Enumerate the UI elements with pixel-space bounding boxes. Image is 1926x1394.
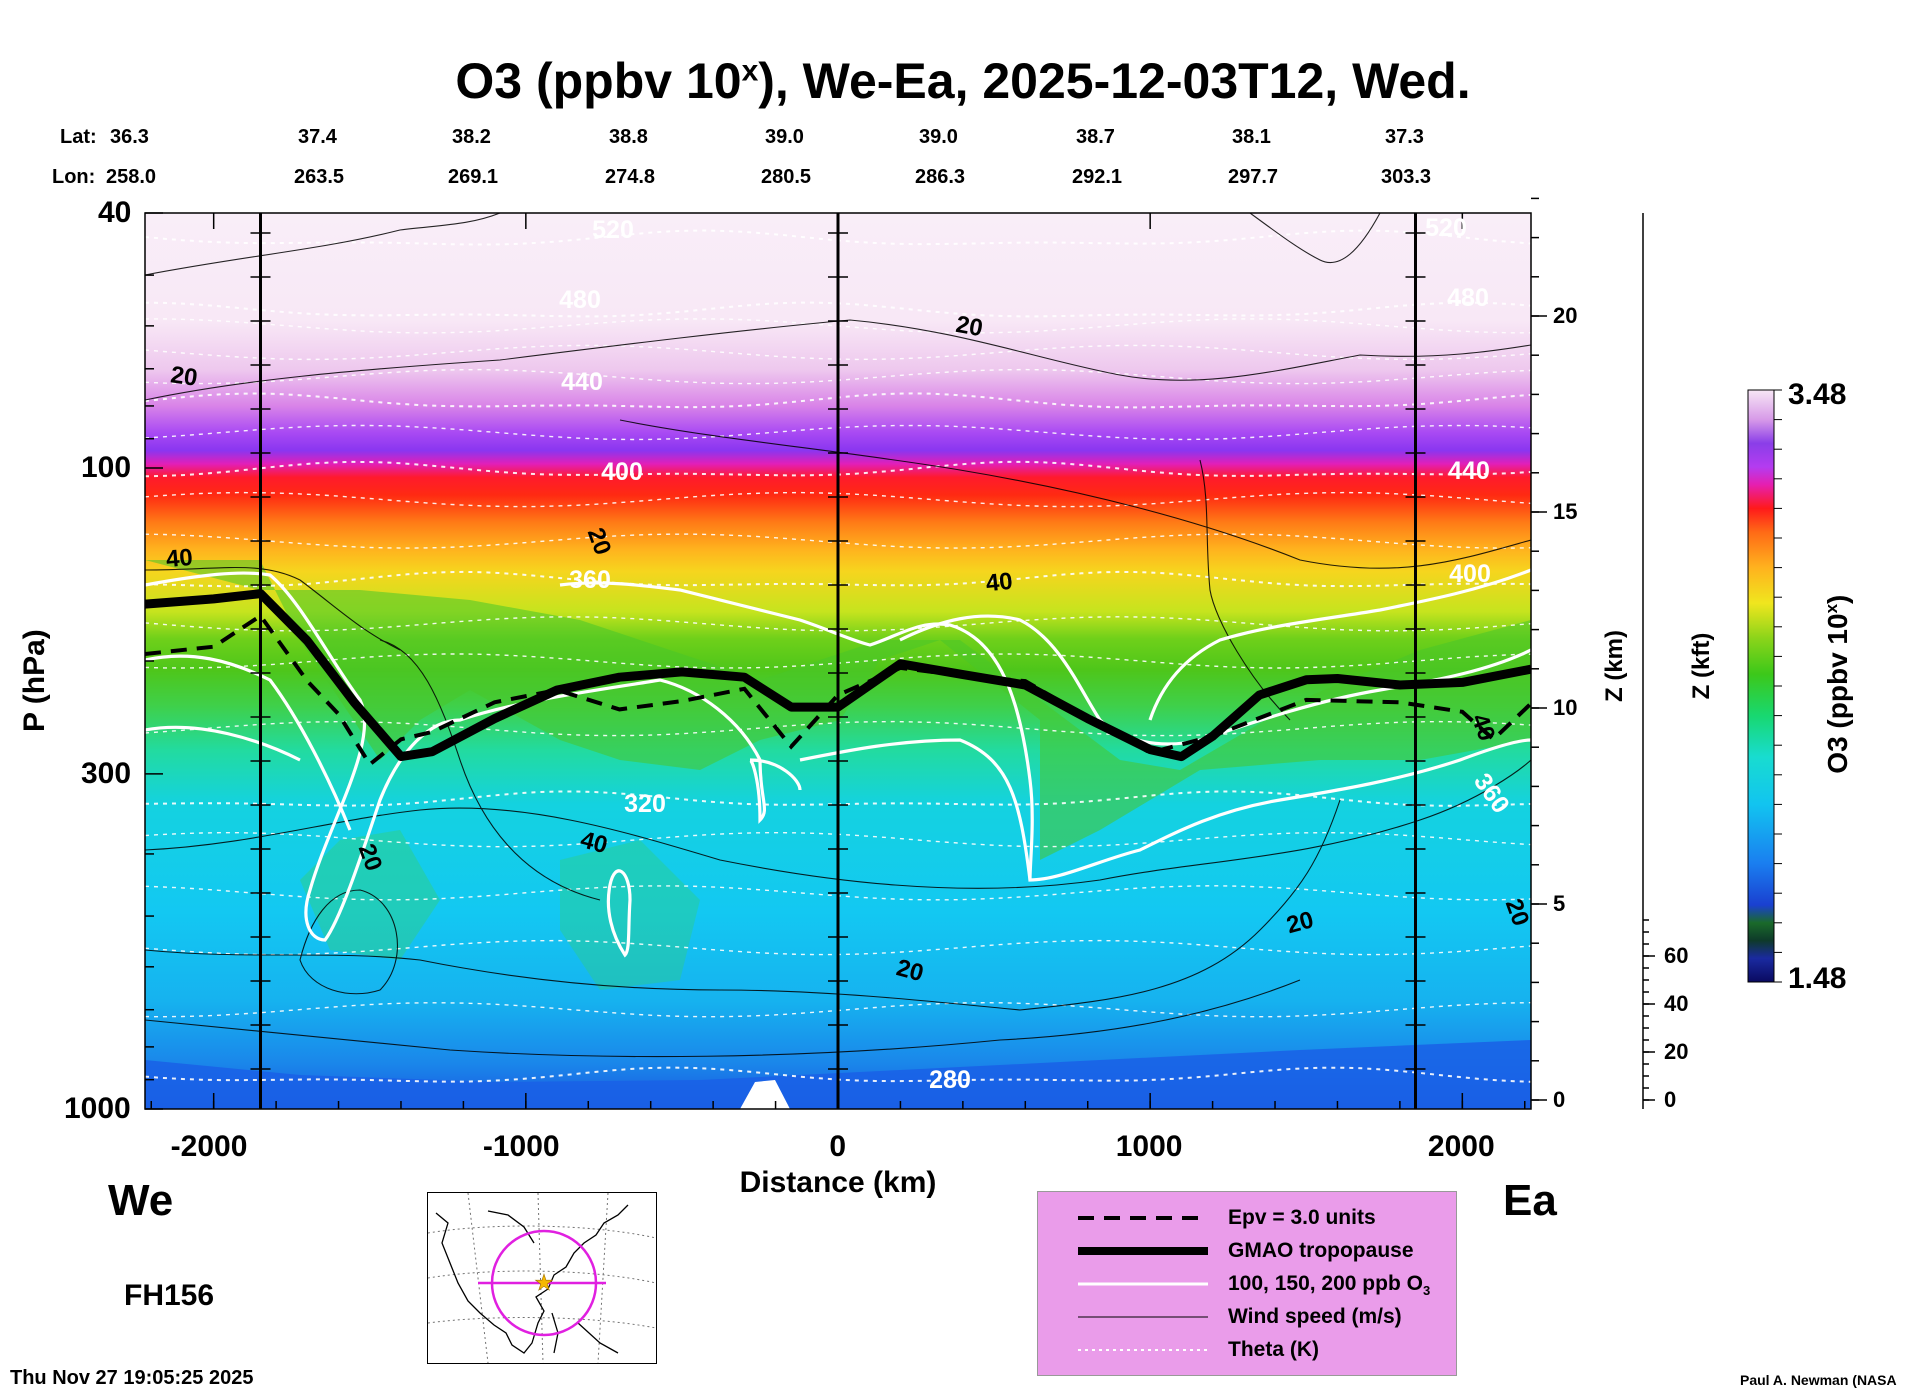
theta-contour-label: 480	[1447, 284, 1489, 312]
zkft-tick-label: 40	[1664, 991, 1689, 1016]
lat-label: Lat:	[60, 126, 97, 148]
west-label: We	[108, 1176, 174, 1225]
x-axis-title: Distance (km)	[739, 1166, 937, 1199]
lon-value: 274.8	[605, 166, 656, 188]
legend-label: Epv = 3.0 units	[1228, 1206, 1376, 1229]
theta-contour-label: 280	[929, 1066, 971, 1094]
credit: Paul A. Newman (NASA	[1740, 1372, 1897, 1388]
p-tick-label: 100	[81, 451, 132, 485]
lon-value: 292.1	[1072, 166, 1123, 188]
p-tick-label: 40	[98, 196, 132, 229]
wind-contours	[145, 213, 1531, 1058]
lon-value: 286.3	[915, 166, 966, 188]
zkm-tick-label: 5	[1553, 891, 1566, 916]
white-line-icon	[1078, 1282, 1208, 1286]
zkm-tick-label: 0	[1553, 1087, 1566, 1112]
forecast-hour: FH156	[124, 1279, 215, 1312]
wind-contour-label: 40	[165, 544, 194, 573]
inset-map: ★	[427, 1192, 657, 1364]
star-icon: ★	[534, 1270, 554, 1295]
legend-item-ozone: 100, 150, 200 ppb O3	[1038, 1269, 1456, 1299]
y-axis-title: P (hPa)	[18, 629, 51, 732]
zkft-tick-label: 20	[1664, 1039, 1689, 1064]
legend-label: Wind speed (m/s)	[1228, 1305, 1402, 1328]
timestamp: Thu Nov 27 19:05:25 2025	[10, 1367, 254, 1389]
legend-item-theta: Theta (K)	[1038, 1335, 1456, 1365]
lat-value: 38.7	[1076, 126, 1115, 148]
x-tick-label: 1000	[1115, 1130, 1183, 1163]
white-notch	[740, 1080, 790, 1109]
zkft-tick-label: 60	[1664, 943, 1689, 968]
legend-label: GMAO tropopause	[1228, 1239, 1414, 1262]
lon-value: 263.5	[294, 166, 345, 188]
zkm-axis-title: Z (km)	[1601, 630, 1628, 702]
lon-value: 269.1	[448, 166, 499, 188]
theta-contour-label: 440	[1448, 457, 1490, 485]
wind-contour-label: 40	[985, 568, 1014, 598]
zkm-tick-label: 20	[1553, 303, 1578, 328]
zkm-tick-label: 15	[1553, 499, 1578, 524]
theta-contour-label: 400	[601, 458, 643, 486]
lon-value: 280.5	[761, 166, 812, 188]
chart-title: O3 (ppbv 10x), We-Ea, 2025-12-03T12, Wed…	[455, 53, 1471, 109]
coastline	[435, 1204, 629, 1354]
lat-value: 37.3	[1385, 126, 1424, 148]
dotted-line-icon	[1078, 1349, 1208, 1351]
lat-value: 38.1	[1232, 126, 1271, 148]
theta-contour-label: 360	[569, 566, 611, 594]
thick-line-icon	[1078, 1247, 1208, 1255]
inset-map-svg: ★	[428, 1193, 656, 1363]
legend-item-tropopause: GMAO tropopause	[1038, 1236, 1456, 1266]
wind-contour-label: 20	[954, 311, 985, 342]
vertical-markers	[250, 213, 1426, 1109]
legend-item-wind: Wind speed (m/s)	[1038, 1302, 1456, 1332]
lon-value: 258.0	[106, 166, 157, 188]
zkft-axis-title: Z (kft)	[1688, 632, 1715, 700]
colorbar-max: 3.48	[1788, 378, 1847, 411]
theta-contour-label: 520	[1425, 214, 1467, 242]
dashed-line-icon	[1078, 1216, 1208, 1220]
lat-value: 39.0	[919, 126, 958, 148]
lat-value: 37.4	[298, 126, 337, 148]
green-lobe	[300, 830, 440, 960]
epv-line	[145, 613, 1531, 768]
x-tick-label: 2000	[1427, 1130, 1495, 1163]
x-tick-label: -1000	[482, 1130, 560, 1163]
axis-ticks	[145, 197, 1655, 1110]
legend-item-epv: Epv = 3.0 units	[1038, 1203, 1456, 1233]
zkft-tick-label: 0	[1664, 1087, 1677, 1112]
lon-value: 297.7	[1228, 166, 1279, 188]
p-tick-label: 300	[81, 756, 132, 790]
lat-value: 39.0	[765, 126, 804, 148]
theta-contour-label: 440	[561, 368, 603, 396]
thin-line-icon	[1078, 1316, 1208, 1318]
legend: Epv = 3.0 units GMAO tropopause 100, 150…	[1037, 1191, 1457, 1376]
theta-contour-label: 520	[592, 216, 634, 244]
x-tick-label: -2000	[170, 1130, 248, 1163]
p-tick-label: 1000	[64, 1092, 131, 1125]
wind-contour-label: 20	[169, 361, 199, 391]
lat-value: 38.8	[609, 126, 648, 148]
x-tick-label: 0	[829, 1130, 847, 1163]
colorbar-title: O3 (ppbv 10x)	[1821, 594, 1854, 774]
colorbar-min: 1.48	[1788, 962, 1847, 995]
colorbar-ticks	[1774, 389, 1782, 983]
lat-value: 38.2	[452, 126, 491, 148]
east-label: Ea	[1503, 1176, 1557, 1225]
colorbar	[1747, 389, 1775, 983]
theta-contour-label: 400	[1449, 560, 1491, 588]
legend-label: Theta (K)	[1228, 1338, 1319, 1361]
theta-contour-label: 320	[624, 790, 666, 818]
zkm-tick-label: 10	[1553, 695, 1578, 720]
lon-value: 303.3	[1381, 166, 1432, 188]
legend-label: 100, 150, 200 ppb O3	[1228, 1272, 1431, 1299]
lon-label: Lon:	[52, 166, 96, 188]
theta-contour-label: 480	[559, 286, 601, 314]
lat-value: 36.3	[110, 126, 149, 148]
